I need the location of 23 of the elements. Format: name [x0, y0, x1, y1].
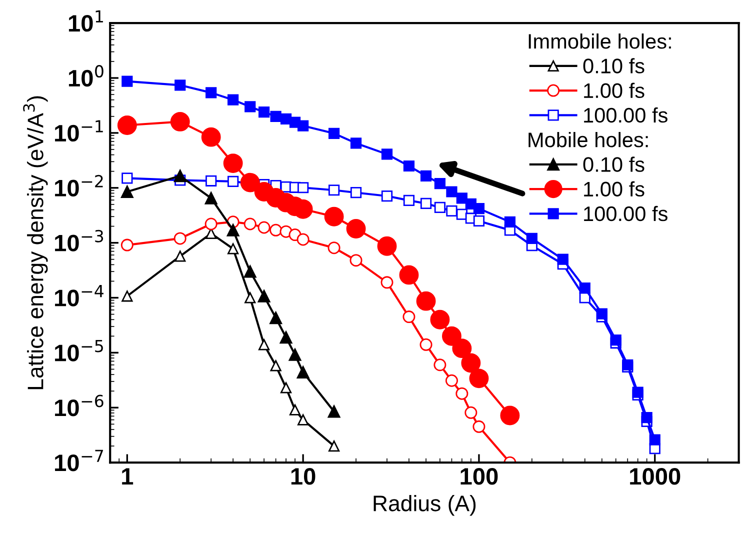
y-tick-label: 10$^{1}$ — [68, 10, 103, 32]
legend-label: 1.00 fs — [584, 82, 644, 98]
x-tick-label: 100 — [460, 468, 498, 485]
x-tick-label: 1000 — [630, 468, 680, 485]
legend-label: 1.00 fs — [584, 181, 644, 197]
y-tick-label: 10$^{−5}$ — [55, 340, 103, 362]
annotation: Mobile holes: — [528, 132, 648, 148]
legend-label: 0.10 fs — [583, 58, 644, 74]
y-axis-title: Lattice energy density (eV/A$^{3}$) — [23, 96, 48, 390]
annotation: Immobile holes: — [528, 33, 671, 49]
y-tick-label: 10$^{−1}$ — [55, 120, 103, 142]
legend-label: 0.10 fs — [583, 156, 644, 172]
legend-label: 100.00 fs — [584, 107, 668, 123]
y-tick-label: 10$^{−7}$ — [55, 450, 103, 472]
y-tick-label: 10$^{−4}$ — [55, 285, 104, 306]
legend-label: 100.00 fs — [584, 206, 668, 222]
x-tick-label: 10 — [291, 468, 316, 485]
x-axis-title: Radius (A) — [374, 494, 476, 516]
y-tick-label: 10$^{−6}$ — [55, 394, 104, 416]
x-tick-label: 1 — [122, 468, 134, 485]
y-tick-label: 10$^{−3}$ — [55, 230, 104, 252]
y-tick-label: 10$^{0}$ — [68, 65, 104, 87]
y-tick-label: 10$^{−2}$ — [55, 174, 103, 196]
